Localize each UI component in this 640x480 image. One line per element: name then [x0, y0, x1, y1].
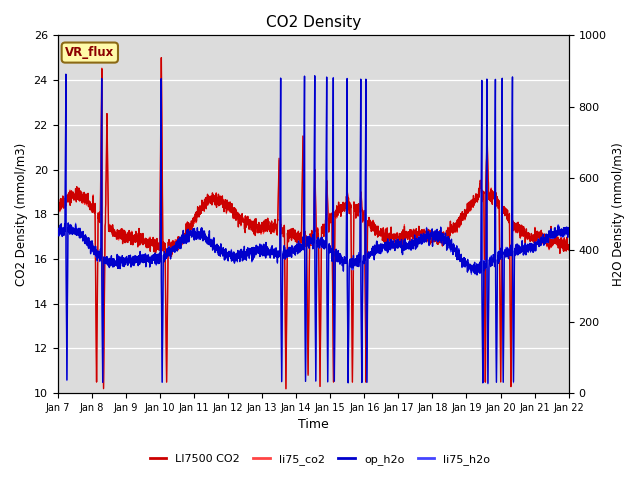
- Line: op_h2o: op_h2o: [58, 74, 569, 383]
- LI7500 CO2: [555, 238, 563, 243]
- LI7500 CO2: [250, 226, 258, 232]
- li75_h2o: [500, 290, 508, 296]
- LI7500 CO2: [500, 204, 508, 209]
- Line: li75_h2o: li75_h2o: [58, 75, 569, 384]
- op_h2o: [555, 229, 563, 235]
- op_h2o: [565, 227, 573, 233]
- Text: VR_flux: VR_flux: [65, 46, 115, 59]
- li75_co2: [112, 229, 120, 235]
- Y-axis label: CO2 Density (mmol/m3): CO2 Density (mmol/m3): [15, 143, 28, 286]
- li75_co2: [272, 225, 280, 231]
- LI7500 CO2: [157, 55, 165, 60]
- Title: CO2 Density: CO2 Density: [266, 15, 361, 30]
- op_h2o: [500, 291, 508, 297]
- li75_h2o: [62, 72, 70, 78]
- li75_co2: [142, 245, 150, 251]
- op_h2o: [250, 246, 257, 252]
- op_h2o: [484, 380, 492, 386]
- op_h2o: [54, 232, 61, 238]
- X-axis label: Time: Time: [298, 419, 328, 432]
- LI7500 CO2: [100, 386, 108, 392]
- li75_h2o: [555, 228, 563, 234]
- li75_h2o: [272, 246, 280, 252]
- LI7500 CO2: [565, 243, 573, 249]
- LI7500 CO2: [143, 237, 150, 242]
- op_h2o: [112, 260, 120, 266]
- Y-axis label: H2O Density (mmol/m3): H2O Density (mmol/m3): [612, 143, 625, 286]
- Line: li75_co2: li75_co2: [58, 58, 569, 389]
- Line: LI7500 CO2: LI7500 CO2: [58, 58, 569, 389]
- li75_h2o: [112, 260, 120, 265]
- LI7500 CO2: [272, 222, 280, 228]
- li75_co2: [54, 201, 61, 207]
- op_h2o: [62, 72, 70, 77]
- op_h2o: [143, 256, 150, 262]
- li75_h2o: [250, 247, 257, 253]
- LI7500 CO2: [112, 233, 120, 239]
- li75_co2: [555, 238, 563, 243]
- li75_h2o: [565, 228, 573, 233]
- li75_h2o: [143, 255, 150, 261]
- li75_h2o: [54, 231, 61, 237]
- li75_co2: [157, 55, 165, 60]
- LI7500 CO2: [54, 200, 61, 206]
- li75_h2o: [484, 381, 492, 387]
- op_h2o: [272, 247, 280, 252]
- li75_co2: [282, 386, 290, 392]
- li75_co2: [565, 243, 573, 249]
- li75_co2: [250, 231, 257, 237]
- Legend: LI7500 CO2, li75_co2, op_h2o, li75_h2o: LI7500 CO2, li75_co2, op_h2o, li75_h2o: [145, 450, 495, 469]
- li75_co2: [500, 204, 508, 210]
